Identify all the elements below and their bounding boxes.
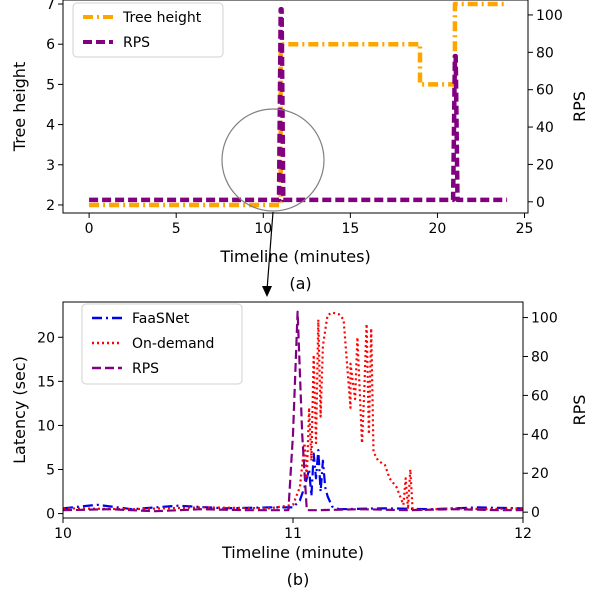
y2-tick-label: 100 xyxy=(536,8,563,24)
plot-frame xyxy=(62,0,529,214)
y-tick-label: 6 xyxy=(46,37,55,53)
legend: Tree height RPS xyxy=(72,2,224,58)
zoom-annotation xyxy=(221,108,325,297)
x-tick-label: 0 xyxy=(85,221,94,237)
x-tick-label: 10 xyxy=(54,526,72,542)
y2-axis-label: RPS xyxy=(570,395,589,426)
y2-tick-label: 80 xyxy=(536,45,554,61)
legend-label: Tree height xyxy=(122,10,202,26)
y2-tick-label: 60 xyxy=(536,83,554,99)
y-axis-label: Tree height xyxy=(10,62,29,152)
series-line-faasnet xyxy=(62,449,524,511)
zoom-arrow-line xyxy=(266,211,274,291)
y-tick-label: 4 xyxy=(46,118,55,134)
y2-tick-label: 0 xyxy=(531,505,540,521)
y-tick-label: 5 xyxy=(46,77,55,93)
panel-caption: (a) xyxy=(289,274,311,293)
series-line-rps xyxy=(89,7,508,203)
y2-tick-label: 60 xyxy=(531,388,549,404)
x-tick-label: 20 xyxy=(429,221,447,237)
panel-caption: (b) xyxy=(287,570,310,589)
x-axis-label: Timeline (minutes) xyxy=(219,247,370,266)
legend-label: On-demand xyxy=(132,336,214,352)
y-tick-label: 7 xyxy=(46,0,55,13)
legend-box xyxy=(81,303,243,385)
x-tick-label: 11 xyxy=(284,526,302,542)
x-tick-label: 25 xyxy=(516,221,534,237)
panel-a-chart: 0 5 10 15 20 25 2 3 4 5 6 7 0 20 40 60 80 100 Timeline (mi… xyxy=(10,0,589,293)
y2-tick-label: 40 xyxy=(531,427,549,443)
y-axis-label: Latency (sec) xyxy=(10,356,29,464)
y2-tick-label: 20 xyxy=(531,466,549,482)
y-tick-label: 10 xyxy=(37,418,55,434)
legend-label: RPS xyxy=(132,361,159,377)
y-tick-label: 3 xyxy=(46,158,55,174)
y-tick-label: 0 xyxy=(46,507,55,523)
x-tick-label: 10 xyxy=(254,221,272,237)
y2-tick-label: 40 xyxy=(536,120,554,136)
y2-tick-label: 100 xyxy=(531,311,558,327)
y2-axis-label: RPS xyxy=(570,91,589,122)
x-axis-label: Timeline (minute) xyxy=(221,543,364,562)
x-tick-label: 15 xyxy=(341,221,359,237)
x-tick-label: 5 xyxy=(172,221,181,237)
y2-tick-label: 20 xyxy=(536,157,554,173)
y2-tick-label: 80 xyxy=(531,349,549,365)
y-tick-label: 5 xyxy=(46,463,55,479)
legend-label: FaaSNet xyxy=(132,311,190,327)
y-tick-label: 2 xyxy=(46,198,55,214)
x-tick-label: 12 xyxy=(514,526,532,542)
panel-b-chart: 10 11 12 0 5 10 15 20 0 20 40 60 80 100 Timeline (minu… xyxy=(10,301,589,589)
legend: FaaSNet On-demand RPS xyxy=(81,303,243,385)
series-line-rps xyxy=(62,310,523,513)
y-tick-label: 15 xyxy=(37,374,55,390)
series-line-on-demand xyxy=(62,311,524,512)
zoom-arrow-head xyxy=(262,286,272,297)
y-tick-label: 20 xyxy=(37,330,55,346)
legend-label: RPS xyxy=(123,35,150,51)
y2-tick-label: 0 xyxy=(536,195,545,211)
zoom-circle xyxy=(221,108,325,212)
